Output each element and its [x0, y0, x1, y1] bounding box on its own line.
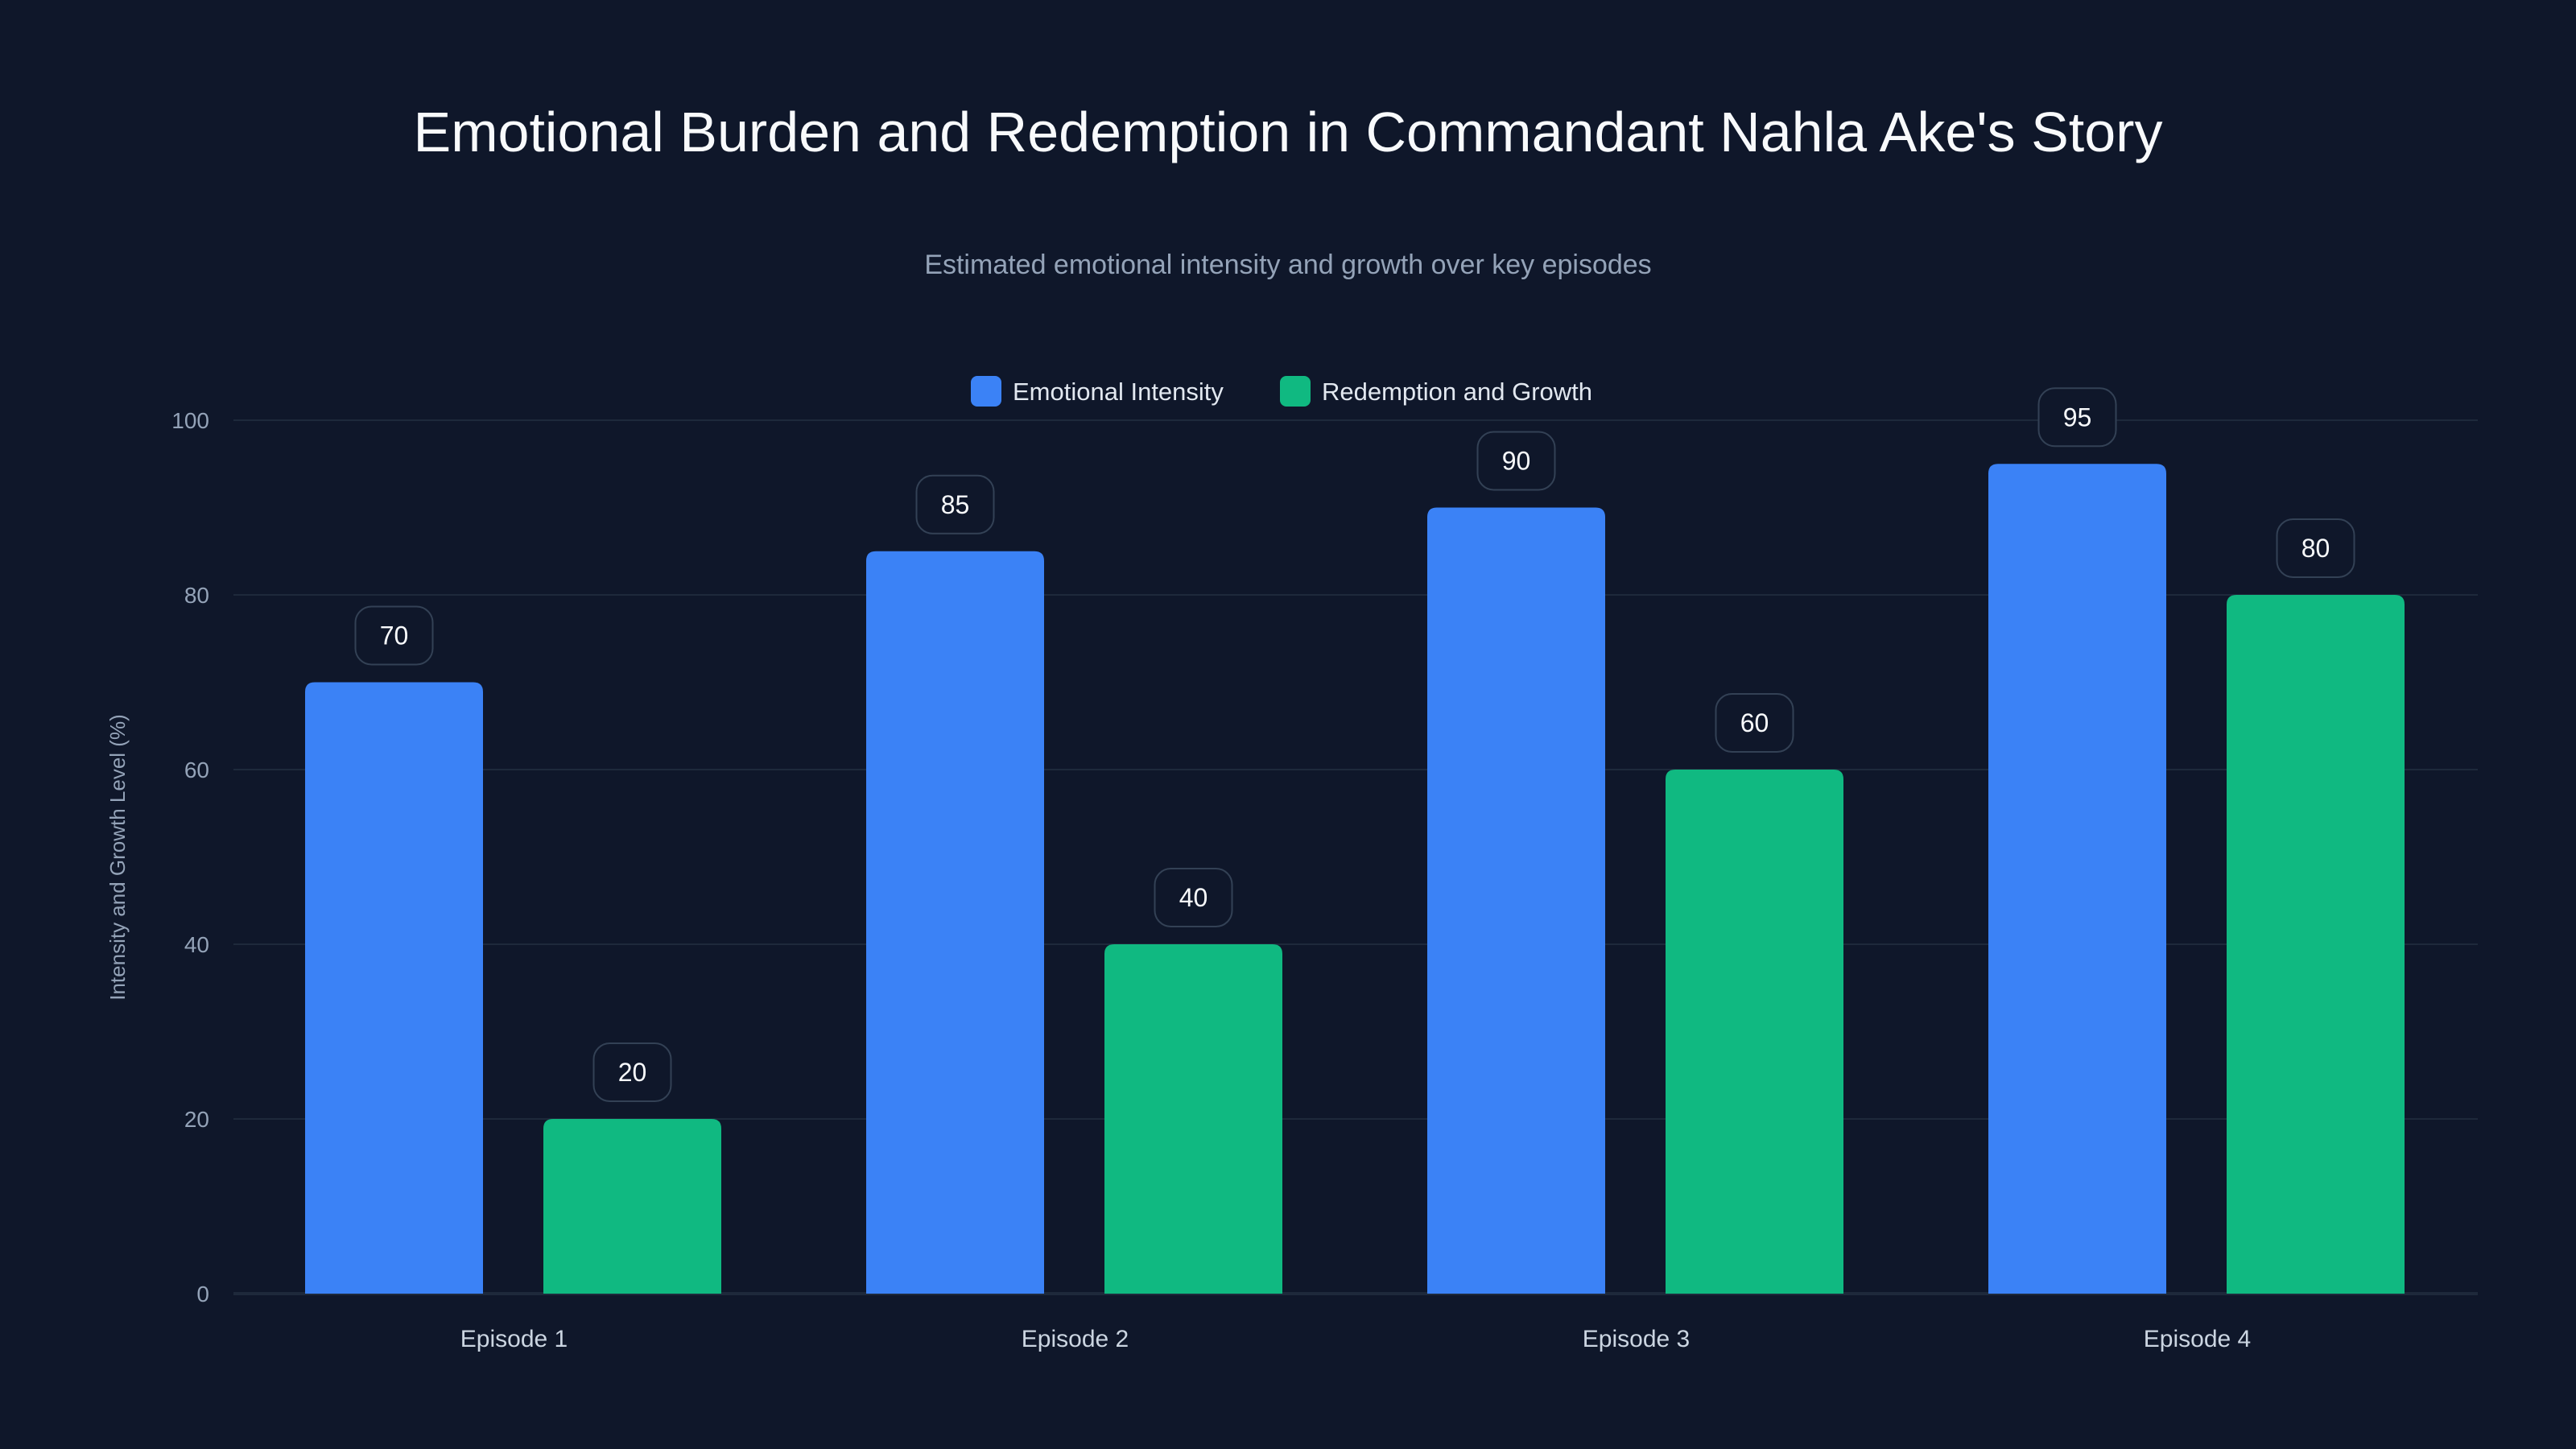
bar: [543, 1119, 721, 1294]
x-tick-label: Episode 4: [2144, 1326, 2251, 1352]
chart-title: Emotional Burden and Redemption in Comma…: [414, 101, 2163, 163]
bar: [1988, 464, 2166, 1294]
bar: [1104, 944, 1282, 1294]
data-label-box: [915, 474, 995, 535]
data-label-box: [354, 605, 434, 666]
bars: [305, 464, 2405, 1294]
y-tick-label: 40: [184, 932, 209, 957]
data-label-box: [592, 1042, 672, 1102]
y-tick-label: 100: [171, 408, 209, 433]
data-label: 95: [2063, 402, 2092, 431]
bar: [2227, 595, 2405, 1294]
chart-subtitle: Estimated emotional intensity and growth…: [924, 250, 1651, 280]
x-tick-label: Episode 1: [460, 1326, 568, 1352]
x-tick-label: Episode 3: [1583, 1326, 1690, 1352]
y-tick-label: 60: [184, 758, 209, 782]
data-label-box: [1154, 868, 1233, 927]
bar: [1666, 770, 1843, 1294]
data-label-box: [2276, 518, 2355, 578]
legend: Emotional Intensity Redemption and Growth: [971, 376, 1592, 407]
bar: [305, 682, 483, 1294]
x-axis: Episode 1 Episode 2 Episode 3 Episode 4: [460, 1326, 2251, 1352]
y-tick-label: 0: [196, 1282, 209, 1307]
data-label: 85: [941, 490, 970, 519]
legend-label: Emotional Intensity: [1013, 378, 1224, 406]
data-label-box: [2037, 387, 2117, 448]
legend-label: Redemption and Growth: [1322, 378, 1592, 406]
data-label-box: [1715, 693, 1794, 753]
bar: [866, 551, 1044, 1294]
data-label: 80: [2301, 534, 2330, 563]
y-tick-label: 80: [184, 583, 209, 608]
legend-swatch: [971, 376, 1001, 407]
data-label-box: [1476, 431, 1556, 491]
y-axis-label: Intensity and Growth Level (%): [105, 714, 130, 1001]
data-label: 20: [618, 1058, 647, 1087]
data-label: 60: [1740, 708, 1769, 737]
data-labels: 70 20 85 40 90 60 95 80: [354, 387, 2355, 1102]
bar: [1427, 507, 1605, 1294]
data-label: 70: [380, 621, 409, 650]
data-label: 90: [1502, 447, 1531, 476]
legend-swatch: [1280, 376, 1311, 407]
data-label: 40: [1179, 883, 1208, 912]
x-tick-label: Episode 2: [1022, 1326, 1129, 1352]
y-tick-label: 20: [184, 1107, 209, 1132]
